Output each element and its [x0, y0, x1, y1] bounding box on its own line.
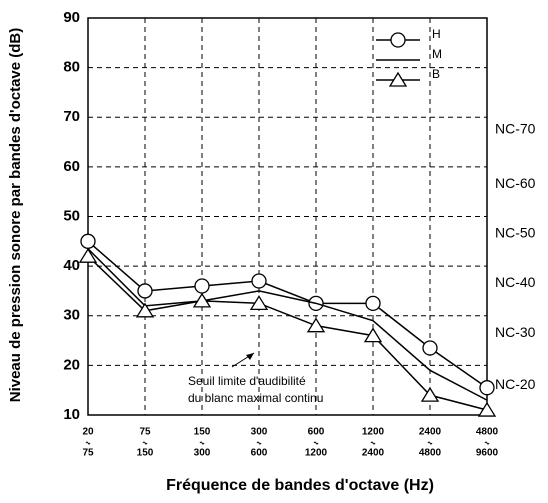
- y-tick-label: 60: [63, 158, 80, 175]
- x-tick-tilde: [85, 441, 91, 445]
- marker: [306, 317, 326, 333]
- annotation: du blanc maximal continu: [188, 391, 323, 405]
- annotation: Seuil limite d'audibilité: [188, 374, 306, 388]
- marker: [363, 327, 383, 343]
- x-tick-label: 4800: [419, 448, 442, 459]
- marker: [78, 247, 98, 263]
- x-tick-label: 300: [194, 448, 211, 459]
- annotation-arrowhead: [246, 353, 254, 360]
- legend-label: H: [432, 27, 441, 41]
- series-line: [87, 255, 488, 411]
- x-tick-tilde: [484, 441, 490, 445]
- x-tick-label: 2400: [419, 427, 442, 438]
- x-tick-label: 1200: [362, 427, 385, 438]
- nc-label: NC-20: [495, 376, 536, 392]
- marker: [192, 292, 212, 308]
- x-tick-label: 600: [251, 448, 268, 459]
- legend-label: M: [432, 47, 442, 61]
- y-tick-label: 10: [63, 406, 80, 423]
- marker: [479, 380, 495, 396]
- y-tick-label: 20: [63, 356, 80, 373]
- x-tick-label: 1200: [305, 448, 328, 459]
- y-tick-label: 70: [63, 108, 80, 125]
- marker: [477, 401, 497, 417]
- marker: [194, 278, 210, 294]
- y-axis-title: Niveau de pression sonore par bandes d'o…: [7, 28, 24, 403]
- x-tick-label: 150: [137, 448, 154, 459]
- y-tick-label: 90: [63, 9, 80, 26]
- nc-label: NC-60: [495, 175, 536, 191]
- x-tick-label: 4800: [476, 427, 499, 438]
- series-line: [87, 248, 488, 401]
- x-tick-label: 75: [139, 427, 151, 438]
- marker: [422, 340, 438, 356]
- y-tick-label: 30: [63, 307, 80, 324]
- marker: [420, 386, 440, 402]
- x-tick-label: 150: [194, 427, 211, 438]
- y-tick-label: 50: [63, 207, 80, 224]
- x-tick-tilde: [427, 441, 433, 445]
- x-tick-label: 75: [82, 448, 94, 459]
- nc-label: NC-30: [495, 324, 536, 340]
- legend-label: B: [432, 67, 440, 81]
- x-tick-tilde: [142, 441, 148, 445]
- marker: [251, 273, 267, 289]
- x-tick-label: 2400: [362, 448, 385, 459]
- x-tick-tilde: [313, 441, 319, 445]
- y-tick-label: 40: [63, 257, 80, 274]
- nc-label: NC-70: [495, 120, 536, 136]
- x-tick-label: 9600: [476, 448, 499, 459]
- marker: [390, 32, 406, 48]
- marker: [80, 233, 96, 249]
- y-tick-label: 80: [63, 59, 80, 76]
- marker: [137, 283, 153, 299]
- x-tick-tilde: [256, 441, 262, 445]
- x-tick-label: 600: [308, 427, 325, 438]
- x-tick-tilde: [199, 441, 205, 445]
- x-axis-title: Fréquence de bandes d'octave (Hz): [166, 477, 434, 494]
- x-tick-tilde: [370, 441, 376, 445]
- nc-label: NC-40: [495, 274, 536, 290]
- marker: [365, 295, 381, 311]
- x-tick-label: 300: [251, 427, 268, 438]
- marker: [249, 295, 269, 310]
- series-line: [87, 240, 488, 389]
- x-tick-label: 20: [82, 427, 94, 438]
- nc-label: NC-50: [495, 225, 536, 241]
- marker: [388, 71, 408, 87]
- marker: [135, 302, 155, 318]
